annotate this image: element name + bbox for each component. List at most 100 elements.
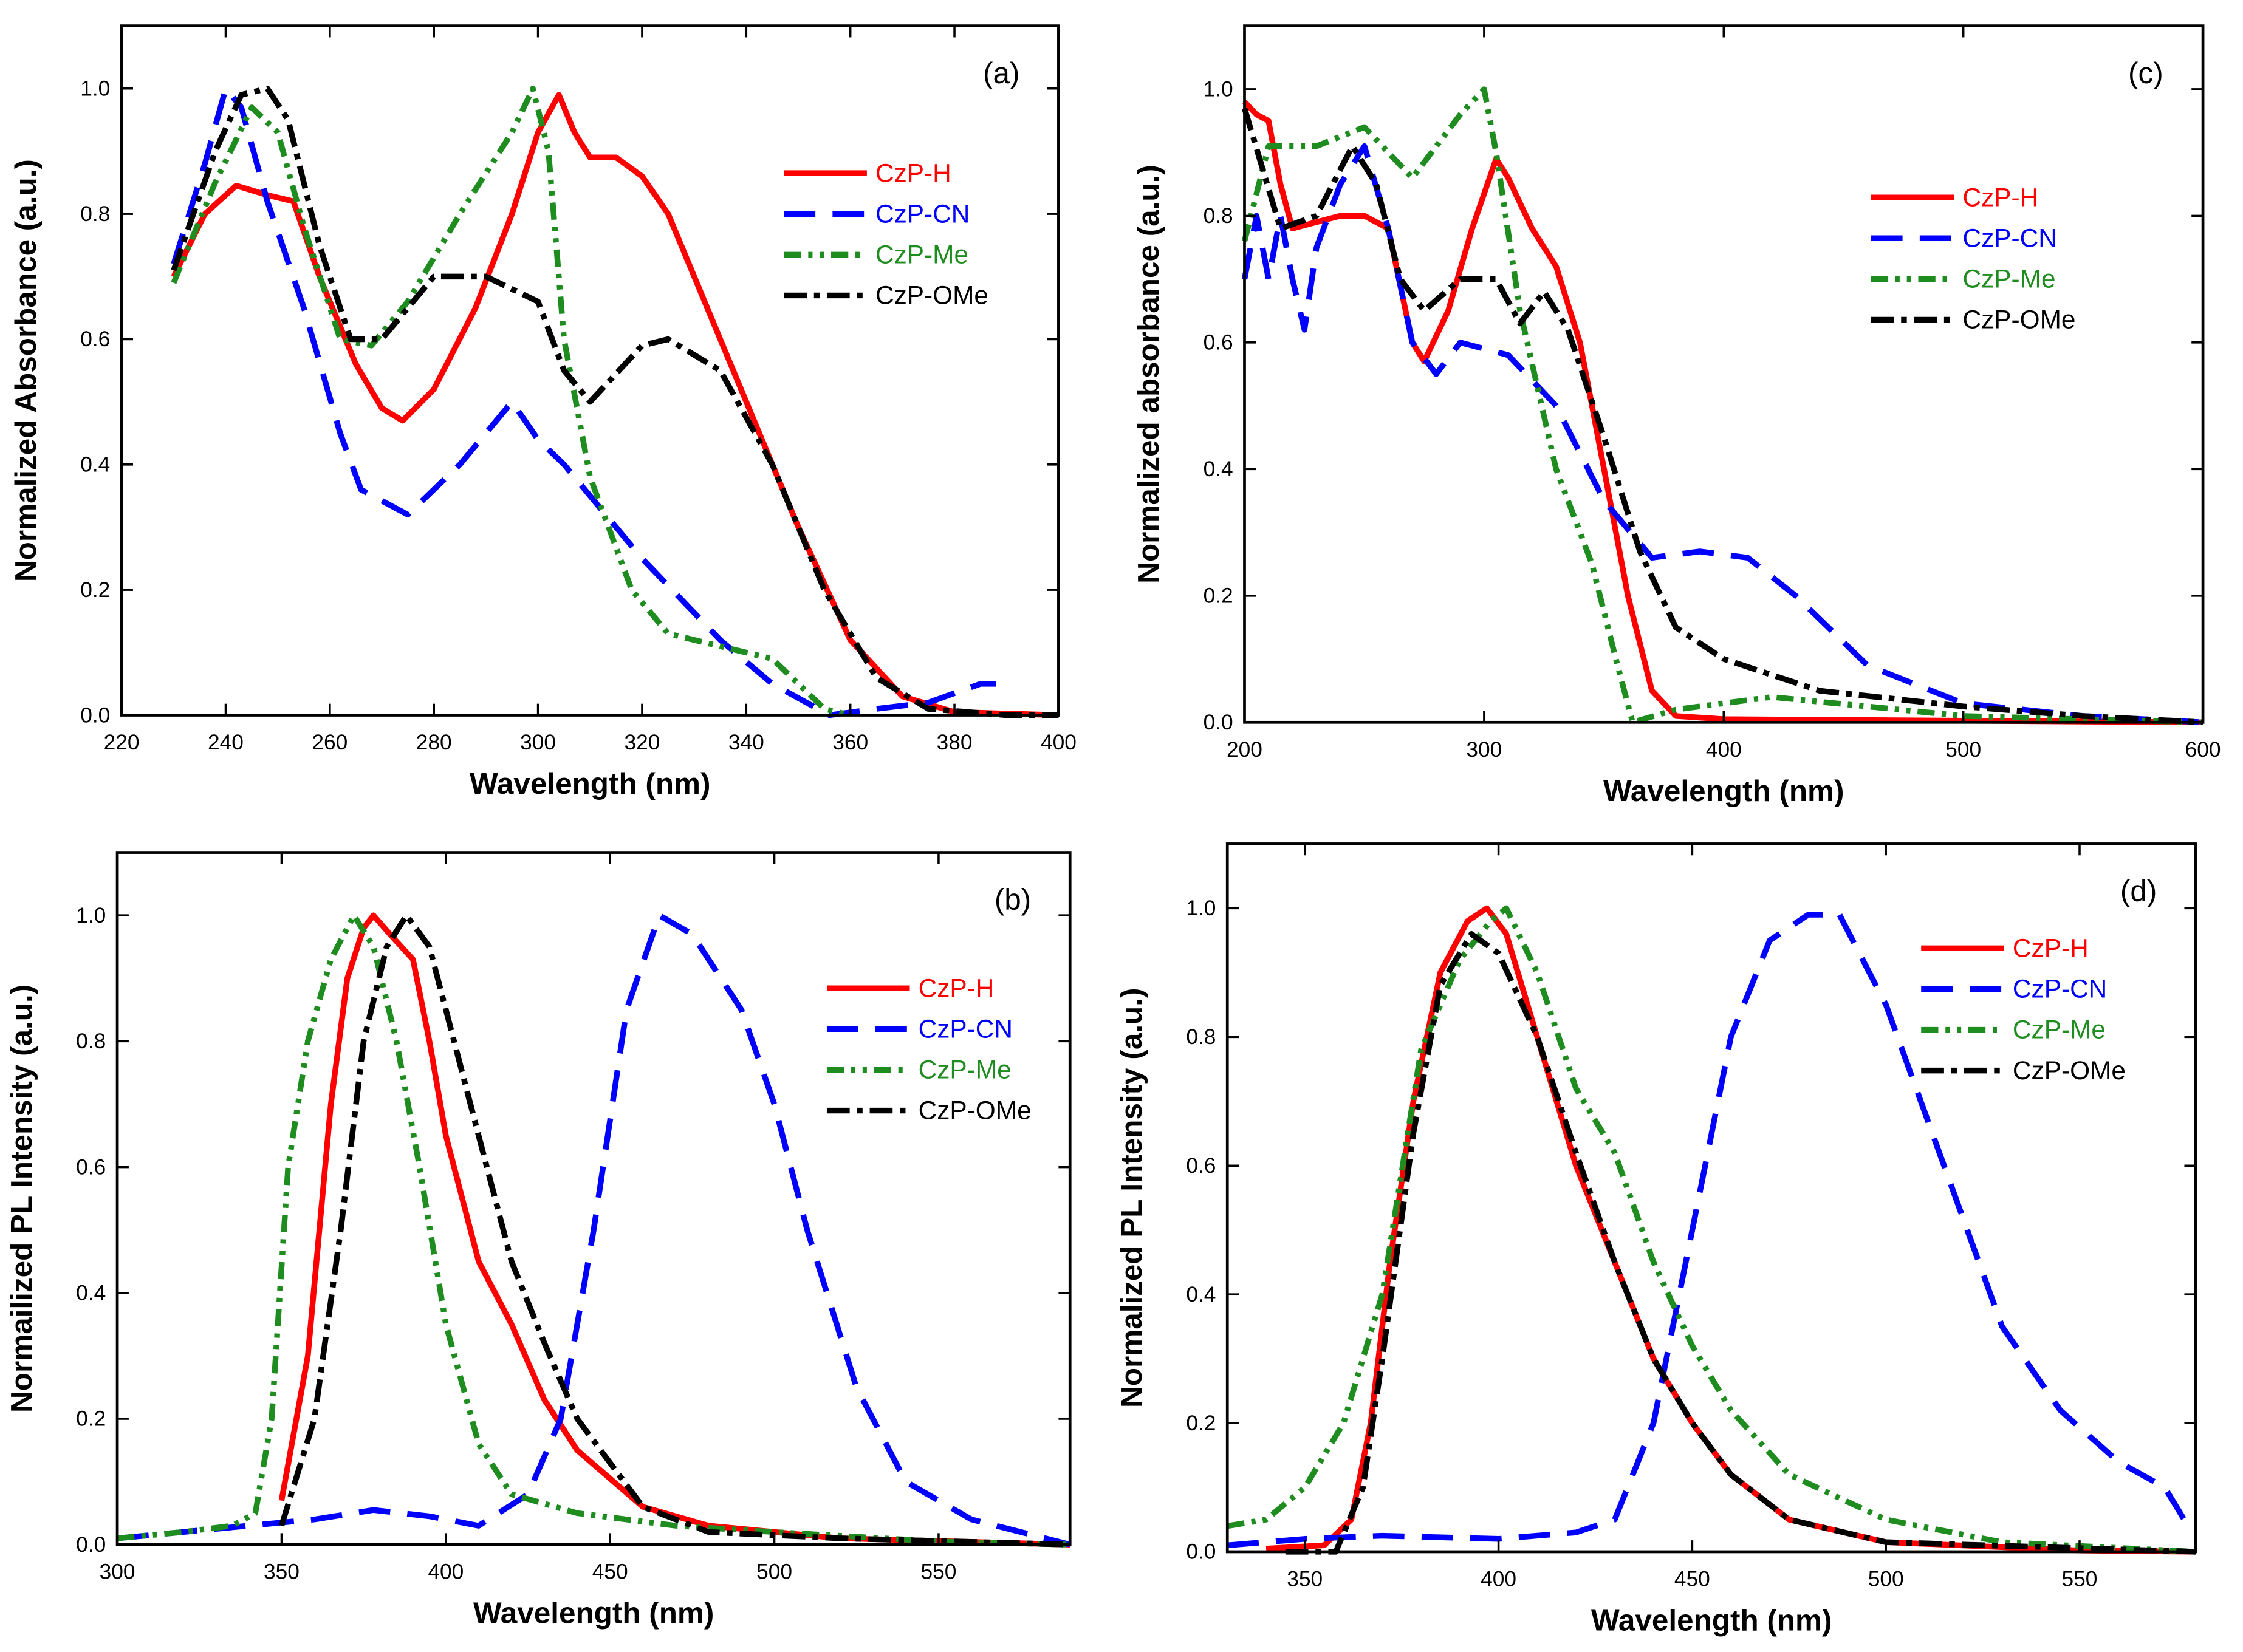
y-tick-label: 1.0 [80,77,110,101]
x-tick-label: 500 [756,1560,792,1584]
y-axis-label: Normailized PL Intensity (a.u.) [5,985,38,1413]
series-line-czp-cn [171,86,996,718]
x-tick-label: 500 [1945,738,1981,762]
legend-item-czp-ome: CzP-OMe [826,1096,1032,1125]
legend: CzP-H CzP-CN CzP-Me CzP-OMe [1921,934,2126,1085]
legend-label: CzP-CN [1963,224,2057,252]
legend-item-czp-cn: CzP-CN [1921,975,2107,1003]
x-tick-label: 320 [624,731,660,754]
y-tick-label: 1.0 [1204,78,1233,101]
legend-item-czp-ome: CzP-OMe [1871,305,2076,334]
y-tick-label: 0.8 [1186,1025,1216,1049]
x-tick-label: 360 [832,731,868,754]
series-line-czp-cn [1241,143,2204,725]
y-tick-label: 1.0 [76,904,106,927]
x-tick-label: 220 [104,731,140,754]
x-tick-label: 300 [1466,738,1502,762]
legend: CzP-H CzP-CN CzP-Me CzP-OMe [784,159,988,310]
series-line-czp-cn [1227,912,2191,1549]
y-axis-label: Normalized PL Intensity (a.u.) [1115,988,1148,1408]
legend-label: CzP-H [919,974,995,1002]
x-tick-label: 400 [428,1560,464,1584]
legend-item-czp-me: CzP-Me [784,240,968,268]
y-tick-label: 0.0 [80,703,110,727]
x-tick-label: 400 [1706,738,1742,762]
series-line-czp-me [1227,905,2196,1555]
x-tick-label: 340 [728,731,764,754]
y-tick-label: 0.8 [76,1029,106,1053]
x-axis-label: Wavelength (nm) [473,1597,714,1630]
legend-label: CzP-Me [875,240,968,268]
legend-label: CzP-H [2013,934,2089,962]
chart-panel-d: 350 400 450 500 550 0.0 0.2 0.4 0.6 0.8 1.0 Wavelen… [1115,842,2197,1637]
legend-label: CzP-CN [2013,975,2107,1003]
series-line-czp-h [278,912,1070,1548]
legend-item-czp-h: CzP-H [784,159,951,187]
y-tick-label: 0.6 [76,1155,106,1179]
plot-frame [120,24,1060,717]
chart-panel-b: 300 350 400 450 500 550 0.0 0.2 0.4 0.6 0.8 1.0 Wave… [5,851,1072,1630]
y-tick-label: 0.8 [1204,204,1233,228]
y-tick-label: 0.0 [1186,1540,1216,1564]
plot-frame [115,851,1072,1546]
x-tick-label: 450 [592,1560,628,1584]
legend: CzP-H CzP-CN CzP-Me CzP-OMe [826,974,1032,1125]
legend: CzP-H CzP-CN CzP-Me CzP-OMe [1871,183,2076,334]
legend-item-czp-cn: CzP-CN [784,199,970,228]
y-tick-label: 0.2 [1204,584,1233,608]
x-axis-label: Wavelength (nm) [1591,1603,1832,1637]
plot-frame [1243,24,2205,724]
x-tick-label: 400 [1481,1567,1516,1591]
legend-item-czp-me: CzP-Me [1921,1015,2106,1044]
x-tick-label: 300 [100,1560,135,1584]
x-axis-label: Wavelength (nm) [1603,774,1844,808]
panel-label: (a) [983,56,1019,90]
x-tick-label: 500 [1868,1567,1904,1591]
x-tick-label: 600 [2185,738,2221,762]
legend-label: CzP-H [1963,183,2039,211]
y-tick-label: 0.4 [1204,457,1233,481]
y-tick-label: 0.8 [80,202,110,226]
y-tick-label: 1.0 [1186,896,1216,920]
x-tick-label: 380 [937,731,973,754]
y-tick-label: 0.6 [1186,1154,1216,1178]
legend-label: CzP-H [875,159,951,187]
legend-label: CzP-OMe [875,281,988,310]
legend-item-czp-cn: CzP-CN [1871,224,2057,252]
legend-item-czp-ome: CzP-OMe [784,281,988,310]
x-tick-label: 350 [1287,1567,1323,1591]
legend-item-czp-ome: CzP-OMe [1921,1056,2126,1085]
x-tick-label: 260 [312,731,348,754]
y-tick-label: 0.0 [76,1533,106,1557]
legend-item-czp-me: CzP-Me [826,1056,1012,1084]
legend-item-czp-me: CzP-Me [1871,264,2056,293]
x-tick-label: 400 [1041,731,1077,754]
x-tick-label: 300 [520,731,556,754]
y-tick-label: 0.2 [76,1407,106,1431]
y-tick-label: 0.2 [1186,1411,1216,1435]
y-tick-label: 0.6 [1204,331,1233,355]
y-axis-label: Normalized Absorbance (a.u.) [9,159,43,582]
y-tick-label: 0.6 [80,327,110,351]
legend-label: CzP-Me [2013,1015,2106,1044]
x-tick-label: 240 [208,731,244,754]
x-tick-label: 350 [264,1560,300,1584]
chart-panel-c: 200 300 400 500 600 0.0 0.2 0.4 0.6 0.8 1.0 Wavelen… [1132,24,2221,808]
legend-label: CzP-CN [875,199,970,228]
y-tick-label: 0.2 [80,578,110,602]
y-tick-label: 0.4 [80,453,110,477]
panel-label: (d) [2120,875,2157,908]
legend-item-czp-h: CzP-H [826,974,995,1002]
series-line-czp-ome [171,86,1059,718]
y-axis-label: Normalized absorbance (a.u.) [1132,165,1165,584]
series-line-czp-ome [1241,107,2204,725]
y-tick-label: 0.0 [1204,711,1233,734]
x-tick-label: 450 [1674,1567,1710,1591]
legend-item-czp-h: CzP-H [1871,183,2038,211]
chart-panel-a: 220 240 260 280 300 320 340 360 380 400 0.0 0.2 0.4 0… [9,24,1077,800]
y-tick-label: 0.4 [76,1282,106,1305]
legend-item-czp-cn: CzP-CN [826,1014,1013,1043]
series-line-czp-h [1242,100,2204,726]
y-tick-label: 0.4 [1186,1283,1216,1306]
